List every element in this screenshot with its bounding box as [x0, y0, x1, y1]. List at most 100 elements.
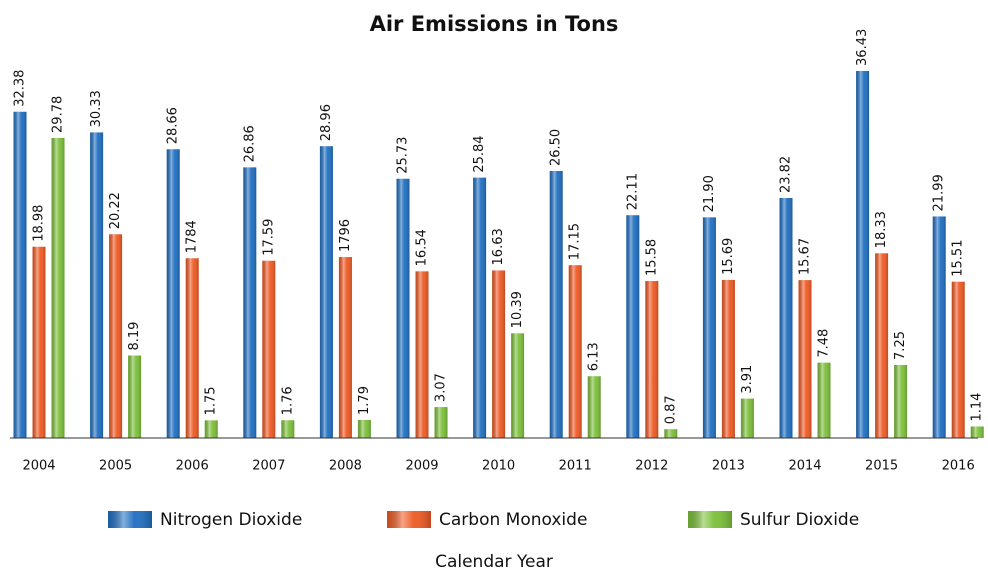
- bar-shine: [434, 407, 448, 438]
- bar-shine: [262, 260, 276, 438]
- bar-shine: [166, 149, 180, 439]
- bar-shine: [32, 246, 46, 438]
- bar-shine: [90, 132, 104, 439]
- bar-shine: [798, 280, 812, 438]
- value-label: 30.33: [89, 90, 104, 127]
- value-label: 1.79: [357, 386, 372, 415]
- x-axis-label: Calendar Year: [435, 552, 553, 571]
- legend-label: Nitrogen Dioxide: [160, 510, 302, 530]
- x-tick-label: 2014: [788, 459, 821, 474]
- legend-label: Carbon Monoxide: [439, 510, 587, 530]
- bar-shine: [894, 364, 908, 438]
- bar-shine: [185, 258, 199, 438]
- value-label: 22.11: [625, 173, 640, 210]
- x-tick-label: 2006: [176, 459, 209, 474]
- bar-shine: [492, 270, 506, 438]
- bar-shine: [740, 398, 754, 438]
- legend-swatch-shine: [688, 511, 732, 528]
- x-tick-label: 2012: [635, 459, 668, 474]
- value-label: 36.43: [855, 29, 870, 66]
- bar-shine: [396, 178, 410, 438]
- value-label: 21.90: [702, 175, 717, 212]
- x-tick-label: 2005: [99, 459, 132, 474]
- value-label: 18.33: [874, 211, 889, 248]
- value-label: 8.19: [127, 322, 142, 351]
- bar-shine: [204, 420, 218, 438]
- bar-shine: [568, 265, 582, 438]
- value-label: 1784: [185, 220, 200, 253]
- value-label: 1796: [338, 219, 353, 252]
- bar-shine: [664, 429, 678, 438]
- value-label: 0.87: [663, 395, 678, 424]
- bar-shine: [281, 420, 295, 438]
- value-label: 18.98: [32, 205, 47, 242]
- value-label: 26.50: [549, 129, 564, 166]
- value-label: 25.84: [472, 135, 487, 172]
- value-label: 6.13: [587, 342, 602, 371]
- value-label: 28.66: [166, 107, 181, 144]
- x-tick-label: 2009: [405, 459, 438, 474]
- x-tick-label: 2013: [712, 459, 745, 474]
- value-label: 17.15: [568, 223, 583, 260]
- x-tick-label: 2015: [865, 459, 898, 474]
- legend-swatch-shine: [108, 511, 152, 528]
- bar-shine: [319, 146, 333, 438]
- bar-shine: [932, 216, 946, 438]
- value-label: 25.73: [396, 137, 411, 174]
- value-label: 7.25: [893, 331, 908, 360]
- legend-label: Sulfur Dioxide: [740, 510, 859, 530]
- bar-shine: [779, 198, 793, 438]
- x-tick-label: 2016: [942, 459, 975, 474]
- bar-shine: [549, 171, 563, 438]
- legend-swatch-shine: [387, 511, 431, 528]
- chart-title: Air Emissions in Tons: [370, 12, 619, 36]
- bar-shine: [645, 281, 659, 438]
- bar-shine: [109, 234, 123, 438]
- bar-shine: [338, 257, 352, 438]
- bar-shine: [951, 281, 965, 438]
- value-label: 7.48: [817, 329, 832, 358]
- bar-shine: [626, 215, 640, 438]
- value-label: 17.59: [261, 219, 276, 256]
- bar-shine: [51, 137, 65, 439]
- bar-shine: [587, 376, 601, 438]
- bar-shine: [243, 167, 257, 438]
- x-tick-label: 2011: [559, 459, 592, 474]
- x-tick-label: 2007: [252, 459, 285, 474]
- bar-shine: [511, 333, 525, 438]
- value-label: 15.58: [644, 239, 659, 276]
- x-tick-label: 2010: [482, 459, 515, 474]
- value-label: 28.96: [319, 104, 334, 141]
- bar-shine: [856, 70, 870, 439]
- value-label: 15.69: [721, 238, 736, 275]
- bar-shine: [128, 355, 142, 438]
- x-tick-label: 2008: [329, 459, 362, 474]
- value-label: 21.99: [932, 174, 947, 211]
- value-label: 29.78: [51, 96, 66, 133]
- bar-shine: [721, 279, 735, 438]
- bar-shine: [817, 362, 831, 438]
- x-tick-label: 2004: [22, 459, 55, 474]
- bar-shine: [357, 419, 371, 438]
- bar-shine: [473, 177, 487, 439]
- bar-shine: [13, 111, 27, 439]
- bar-shine: [415, 271, 429, 438]
- value-label: 3.07: [434, 373, 449, 402]
- value-label: 16.63: [491, 228, 506, 265]
- value-label: 16.54: [415, 229, 430, 266]
- value-label: 20.22: [108, 192, 123, 229]
- value-label: 10.39: [510, 291, 525, 328]
- value-label: 32.38: [13, 70, 28, 107]
- bar-shine: [702, 217, 716, 438]
- bar-shine: [875, 253, 889, 438]
- value-label: 15.51: [951, 240, 966, 277]
- value-label: 26.86: [242, 125, 257, 162]
- value-label: 1.76: [280, 386, 295, 415]
- bar-shine: [970, 426, 984, 438]
- value-label: 1.14: [970, 393, 985, 422]
- value-label: 3.91: [740, 365, 755, 394]
- value-label: 15.67: [798, 238, 813, 275]
- value-label: 23.82: [779, 156, 794, 193]
